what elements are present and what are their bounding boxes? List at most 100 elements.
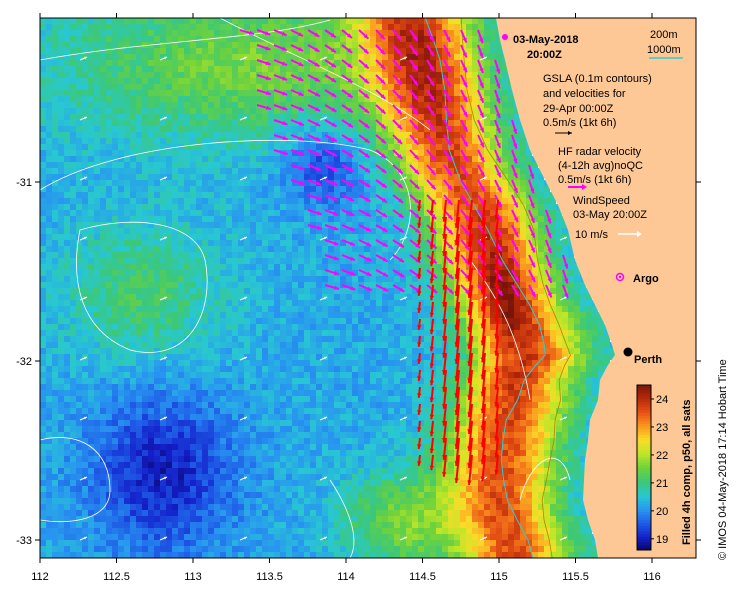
sst-cell: [400, 234, 406, 240]
sst-cell: [160, 186, 166, 192]
sst-cell: [460, 132, 466, 138]
sst-cell: [136, 330, 142, 336]
sst-cell: [448, 246, 454, 252]
sst-cell: [298, 174, 304, 180]
sst-cell: [418, 210, 424, 216]
sst-cell: [586, 324, 592, 330]
sst-cell: [244, 318, 250, 324]
sst-cell: [286, 300, 292, 306]
sst-cell: [502, 228, 508, 234]
sst-cell: [550, 342, 556, 348]
sst-cell: [214, 78, 220, 84]
sst-cell: [532, 300, 538, 306]
sst-cell: [292, 276, 298, 282]
sst-cell: [394, 36, 400, 42]
sst-cell: [76, 306, 82, 312]
sst-cell: [124, 162, 130, 168]
sst-cell: [448, 306, 454, 312]
sst-cell: [352, 84, 358, 90]
sst-cell: [226, 174, 232, 180]
sst-cell: [472, 120, 478, 126]
sst-cell: [262, 360, 268, 366]
sst-cell: [52, 324, 58, 330]
sst-cell: [358, 198, 364, 204]
sst-cell: [40, 30, 46, 36]
sst-cell: [472, 60, 478, 66]
sst-cell: [124, 270, 130, 276]
sst-cell: [280, 114, 286, 120]
sst-cell: [328, 222, 334, 228]
sst-cell: [376, 168, 382, 174]
sst-cell: [70, 96, 76, 102]
sst-cell: [208, 108, 214, 114]
sst-cell: [370, 240, 376, 246]
sst-cell: [94, 240, 100, 246]
sst-cell: [352, 222, 358, 228]
sst-cell: [340, 120, 346, 126]
sst-cell: [454, 84, 460, 90]
sst-cell: [382, 60, 388, 66]
sst-cell: [436, 336, 442, 342]
sst-cell: [472, 102, 478, 108]
sst-cell: [76, 150, 82, 156]
sst-cell: [364, 24, 370, 30]
sst-cell: [430, 192, 436, 198]
sst-cell: [334, 354, 340, 360]
sst-cell: [370, 150, 376, 156]
sst-cell: [160, 84, 166, 90]
sst-cell: [202, 240, 208, 246]
sst-cell: [184, 198, 190, 204]
sst-cell: [298, 222, 304, 228]
sst-cell: [406, 264, 412, 270]
sst-cell: [46, 234, 52, 240]
sst-cell: [40, 36, 46, 42]
sst-cell: [64, 132, 70, 138]
sst-cell: [46, 108, 52, 114]
sst-cell: [304, 312, 310, 318]
sst-cell: [154, 342, 160, 348]
sst-cell: [40, 228, 46, 234]
sst-cell: [136, 108, 142, 114]
sst-cell: [292, 150, 298, 156]
sst-cell: [430, 174, 436, 180]
sst-cell: [502, 96, 508, 102]
sst-cell: [346, 324, 352, 330]
sst-cell: [514, 354, 520, 360]
sst-cell: [178, 138, 184, 144]
sst-cell: [376, 42, 382, 48]
sst-cell: [220, 138, 226, 144]
sst-cell: [454, 120, 460, 126]
sst-cell: [328, 204, 334, 210]
sst-cell: [70, 120, 76, 126]
sst-cell: [58, 216, 64, 222]
sst-cell: [256, 294, 262, 300]
sst-cell: [520, 240, 526, 246]
sst-cell: [214, 24, 220, 30]
sst-cell: [538, 312, 544, 318]
sst-cell: [130, 138, 136, 144]
sst-cell: [214, 96, 220, 102]
sst-cell: [256, 264, 262, 270]
sst-cell: [184, 96, 190, 102]
sst-cell: [238, 156, 244, 162]
sst-cell: [244, 216, 250, 222]
sst-cell: [298, 288, 304, 294]
sst-cell: [244, 210, 250, 216]
sst-cell: [286, 72, 292, 78]
sst-cell: [304, 276, 310, 282]
sst-cell: [190, 228, 196, 234]
sst-cell: [430, 48, 436, 54]
sst-cell: [328, 96, 334, 102]
sst-cell: [478, 330, 484, 336]
sst-cell: [556, 276, 562, 282]
sst-cell: [100, 96, 106, 102]
sst-cell: [310, 342, 316, 348]
sst-cell: [286, 60, 292, 66]
sst-cell: [298, 42, 304, 48]
sst-cell: [196, 270, 202, 276]
sst-cell: [448, 180, 454, 186]
sst-cell: [310, 144, 316, 150]
sst-cell: [436, 102, 442, 108]
sst-cell: [310, 42, 316, 48]
sst-cell: [256, 78, 262, 84]
